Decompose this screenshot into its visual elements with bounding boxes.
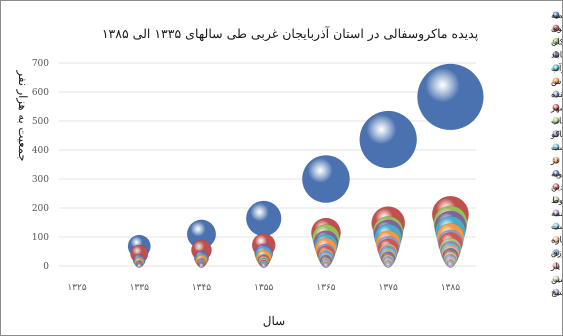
legend-marker xyxy=(552,196,560,204)
bubble-point xyxy=(245,200,282,237)
legend-marker xyxy=(552,130,560,138)
bubble-point xyxy=(261,263,266,268)
legend-label: قره ضیاءالدین xyxy=(551,183,563,193)
legend-label: بوکان xyxy=(551,37,563,47)
y-axis-title: جمعیت به هزار نفر xyxy=(16,70,30,162)
legend-label: تکاب xyxy=(551,117,563,127)
legend-marker xyxy=(552,143,560,151)
legend-marker xyxy=(552,77,560,85)
legend-marker xyxy=(552,209,560,217)
x-tick-label: ۱۳۸۵ xyxy=(441,283,461,293)
legend-label: مهاباد xyxy=(551,51,563,61)
legend: ارومیه خوی بوکان مهابادمیاندوآب سلماس نقده پیر… xyxy=(550,11,563,298)
legend-label: محمد یار xyxy=(550,262,563,272)
legend-marker xyxy=(552,104,560,111)
bubble-point xyxy=(417,63,484,131)
bubble-point xyxy=(447,261,454,268)
y-tick-label: 400 xyxy=(32,146,49,156)
legend-marker xyxy=(552,222,560,230)
legend-marker xyxy=(552,90,560,98)
legend-marker xyxy=(552,288,560,296)
x-tick-label: ۱۳۲۵ xyxy=(67,283,87,293)
legend-label: قرنشیخ xyxy=(551,288,563,298)
legend-label: ماکو xyxy=(550,130,563,140)
x-tick-label: ۱۳۴۵ xyxy=(192,283,212,293)
y-tick-label: 0 xyxy=(43,262,49,272)
legend-marker xyxy=(552,51,560,58)
legend-label: شاهین دژ xyxy=(550,156,563,166)
legend-marker xyxy=(552,236,560,243)
legend-label: پلدشت xyxy=(551,222,563,232)
bubble-point xyxy=(136,263,142,269)
bubble-point xyxy=(385,262,391,268)
bubble-point xyxy=(359,110,417,169)
y-tick-labels: 0 100 200 300 400 500 600 700 xyxy=(32,59,49,272)
legend-marker xyxy=(552,117,560,124)
y-tick-label: 200 xyxy=(32,204,49,214)
bubble-point xyxy=(199,263,204,268)
legend-label: ارومیه xyxy=(551,11,563,21)
chart-title: پدیده ماکروسفالی در استان آذربایجان غربی… xyxy=(102,25,479,42)
legend-marker xyxy=(552,183,560,191)
legend-label: خوی xyxy=(551,24,563,34)
legend-label: سیه چشمه xyxy=(551,209,563,219)
x-tick-label: ۱۳۶۵ xyxy=(316,283,336,293)
legend-marker xyxy=(552,38,560,45)
legend-label: سردشت xyxy=(551,143,563,153)
y-tick-label: 700 xyxy=(32,59,49,69)
legend-label: نوشین xyxy=(551,275,563,285)
x-axis-title: سال xyxy=(263,314,285,328)
legend-marker xyxy=(552,170,560,177)
legend-marker xyxy=(552,275,560,283)
legend-marker xyxy=(552,64,560,72)
legend-label: میاندوآب xyxy=(551,62,563,74)
x-tick-labels: ۱۳۲۵ ۱۳۳۵ ۱۳۴۵ ۱۳۵۵ ۱۳۶۵ ۱۳۷۵ ۱۳۸۵ xyxy=(67,283,460,293)
x-tick-label: ۱۳۳۵ xyxy=(130,283,150,293)
legend-label: اشنویه xyxy=(551,169,563,179)
x-tick-label: ۱۳۵۵ xyxy=(254,283,274,293)
bubble-point xyxy=(323,263,329,268)
legend-label: نقده xyxy=(551,90,563,100)
legend-marker xyxy=(552,262,560,270)
y-tick-label: 600 xyxy=(32,88,49,98)
legend-label: سلماس xyxy=(551,77,563,87)
y-tick-label: 100 xyxy=(32,233,49,243)
legend-marker xyxy=(552,24,560,32)
legend-label: پیرانشهر xyxy=(550,103,563,113)
legend-marker xyxy=(552,11,560,19)
legend-label: فیروزق xyxy=(551,249,563,259)
legend-marker xyxy=(552,156,560,164)
bubble-point xyxy=(302,155,350,203)
bubbles xyxy=(127,63,484,269)
legend-label: شوط xyxy=(551,196,563,206)
y-tick-label: 300 xyxy=(32,175,49,185)
legend-marker xyxy=(552,249,560,256)
y-tick-label: 500 xyxy=(32,117,49,127)
x-tick-label: ۱۳۷۵ xyxy=(379,283,399,293)
